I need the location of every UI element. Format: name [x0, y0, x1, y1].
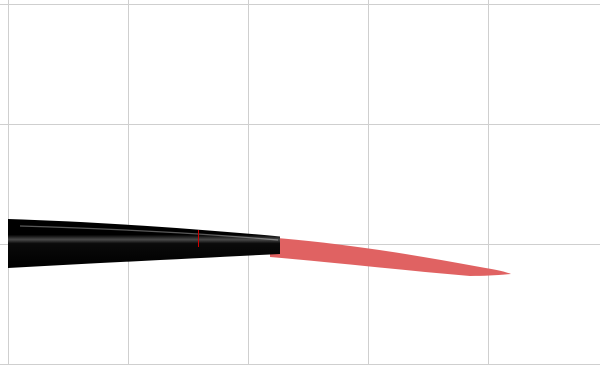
black-tapered-shape[interactable]	[8, 219, 280, 268]
black-shape-highlight	[19, 225, 279, 241]
red-tapered-shape[interactable]	[270, 237, 511, 277]
